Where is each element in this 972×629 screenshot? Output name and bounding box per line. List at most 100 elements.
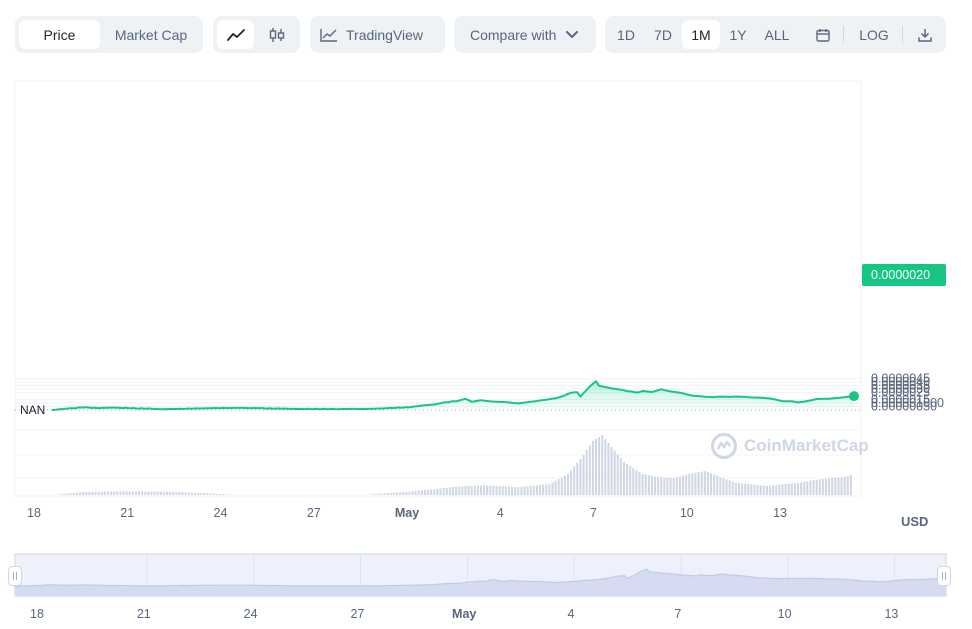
- volume-bar: [719, 477, 722, 495]
- volume-bar: [420, 490, 423, 495]
- volume-bar: [113, 491, 116, 495]
- volume-bar: [479, 485, 482, 495]
- range-1m[interactable]: 1M: [682, 20, 720, 49]
- volume-bar: [831, 477, 834, 495]
- volume-bar: [91, 491, 94, 495]
- volume-bar: [439, 488, 442, 495]
- navigator-x-tick-label: 10: [778, 607, 792, 621]
- y-tick-label: 0.00000050: [871, 400, 937, 414]
- volume-bar: [514, 487, 517, 495]
- volume-bar: [436, 488, 439, 495]
- compare-label: Compare with: [470, 26, 557, 43]
- volume-bar: [567, 474, 570, 495]
- volume-bar: [778, 484, 781, 495]
- volume-bar: [812, 480, 815, 495]
- volume-bar: [775, 484, 778, 495]
- range-7d[interactable]: 7D: [654, 26, 672, 43]
- volume-bar: [716, 475, 719, 495]
- volume-bar: [629, 466, 632, 495]
- volume-bar: [166, 491, 169, 495]
- calendar-button[interactable]: [810, 20, 836, 49]
- chart-toolbar: Price Market Cap TradingView Compare wit…: [15, 16, 950, 53]
- x-tick-label: 18: [27, 506, 41, 520]
- compare-dropdown[interactable]: Compare with: [454, 16, 596, 53]
- volume-bar: [703, 471, 706, 495]
- volume-bar: [560, 477, 563, 495]
- x-tick-label: 27: [307, 506, 321, 520]
- tradingview-button[interactable]: TradingView: [310, 16, 445, 53]
- log-toggle[interactable]: LOG: [859, 26, 889, 43]
- volume-bar: [529, 486, 532, 495]
- download-button[interactable]: [909, 20, 941, 49]
- plot-frame: [14, 80, 862, 497]
- volume-bar: [657, 477, 660, 495]
- navigator-x-tick-label: 27: [350, 607, 364, 621]
- range-all[interactable]: ALL: [764, 26, 790, 43]
- y-tick-label: 0.0000040: [871, 375, 930, 389]
- volume-bar: [411, 491, 414, 495]
- volume-bar: [678, 476, 681, 495]
- volume-bar: [713, 474, 716, 495]
- volume-bar: [119, 491, 122, 495]
- volume-bar: [405, 491, 408, 495]
- volume-bar: [178, 492, 181, 495]
- volume-bar: [517, 487, 520, 495]
- volume-bar: [131, 491, 134, 495]
- navigator-left-handle[interactable]: [8, 566, 22, 586]
- volume-bar: [598, 437, 601, 495]
- volume-bar: [638, 472, 641, 495]
- volume-bar: [579, 459, 582, 495]
- volume-bar: [722, 478, 725, 495]
- volume-bar: [622, 462, 625, 495]
- volume-bar: [697, 472, 700, 495]
- volume-bar: [374, 494, 377, 495]
- volume-bar: [694, 472, 697, 495]
- volume-bar: [75, 492, 78, 495]
- navigator-right-handle[interactable]: [937, 566, 951, 586]
- navigator-line: [14, 568, 947, 587]
- volume-bar: [790, 483, 793, 495]
- tab-price[interactable]: Price: [19, 20, 100, 49]
- volume-bar: [218, 493, 221, 495]
- volume-bar: [156, 491, 159, 495]
- volume-bar: [100, 491, 103, 495]
- current-price-dot[interactable]: [849, 391, 859, 402]
- volume-bar: [181, 492, 184, 495]
- volume-bar: [613, 450, 616, 495]
- volume-bar: [747, 483, 750, 495]
- volume-bar: [228, 494, 231, 495]
- volume-bar: [169, 491, 172, 495]
- volume-bar: [489, 485, 492, 495]
- volume-bar: [138, 491, 141, 495]
- volume-bar: [464, 486, 467, 495]
- volume-bar: [744, 483, 747, 495]
- calendar-icon: [816, 28, 830, 42]
- volume-bar: [750, 484, 753, 495]
- volume-bar: [821, 478, 824, 495]
- volume-bar: [834, 477, 837, 495]
- volume-bar: [492, 485, 495, 495]
- volume-bar: [455, 486, 458, 495]
- tab-market-cap[interactable]: Market Cap: [114, 26, 188, 43]
- download-icon: [918, 28, 932, 42]
- volume-bar: [507, 486, 510, 495]
- volume-bar: [206, 493, 209, 495]
- volume-bar: [691, 473, 694, 495]
- volume-bar: [700, 471, 703, 495]
- volume-bar: [159, 491, 162, 495]
- volume-bar: [445, 487, 448, 495]
- toolbar-divider: [902, 26, 903, 43]
- range-1d[interactable]: 1D: [617, 26, 635, 43]
- volume-bar: [781, 484, 784, 495]
- y-tick-label: 0.0000035: [871, 379, 930, 393]
- volume-bar: [134, 491, 137, 495]
- candlestick-button[interactable]: [258, 20, 296, 49]
- volume-bar: [818, 479, 821, 495]
- volume-bar: [467, 486, 470, 495]
- line-chart-button[interactable]: [217, 20, 254, 49]
- volume-bar: [594, 439, 597, 495]
- range-1y[interactable]: 1Y: [729, 26, 747, 43]
- volume-bar: [837, 477, 840, 495]
- x-tick-label: 24: [214, 506, 228, 520]
